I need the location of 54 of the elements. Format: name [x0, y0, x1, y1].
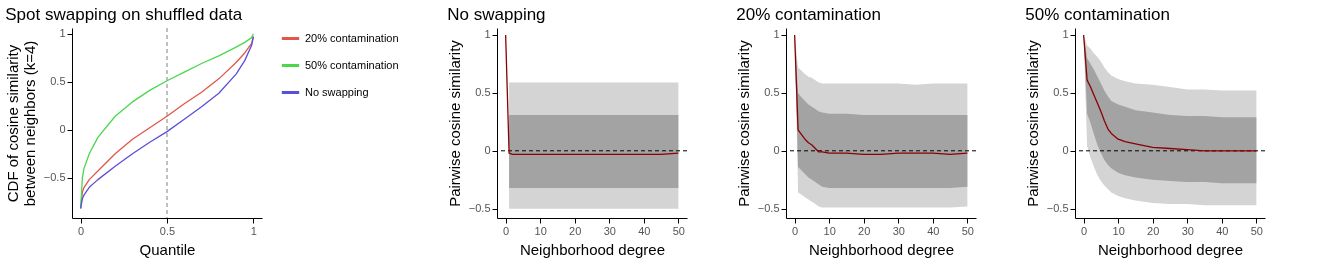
x-tick-label: 20 — [858, 224, 871, 237]
x-tick-label: 50 — [961, 224, 974, 237]
x-axis-title: Neighborhood degree — [519, 240, 666, 258]
x-tick-label: 0 — [1081, 224, 1088, 237]
y-tick-label: 0 — [59, 123, 66, 136]
x-tick-label: 0 — [503, 224, 510, 237]
line-series — [793, 34, 969, 155]
x-tick-label: 30 — [892, 224, 905, 237]
chart-title: 50% contamination — [1025, 5, 1170, 24]
chart-title: 20% contamination — [736, 5, 881, 24]
x-tick-label: 0 — [78, 224, 85, 237]
y-tick-label: 1 — [484, 28, 491, 41]
y-tick-label: −0.5 — [43, 171, 66, 184]
y-axis-title: Pairwise cosine similarity — [445, 39, 463, 207]
x-axis-title: Neighborhood degree — [808, 240, 955, 258]
y-tick-label: −0.5 — [1046, 202, 1069, 215]
x-tick-label: 50 — [1250, 224, 1263, 237]
x-tick-label: 40 — [638, 224, 651, 237]
y-tick-label: 0 — [773, 144, 780, 157]
x-tick-label: 20 — [1147, 224, 1160, 237]
y-tick-label: −0.5 — [757, 202, 780, 215]
x-tick-label: 0 — [792, 224, 799, 237]
y-tick-label: 0.5 — [764, 86, 780, 99]
legend-label: 20% contamination — [305, 31, 399, 44]
x-tick-label: 0.5 — [159, 224, 176, 237]
y-tick-label: 0 — [484, 144, 491, 157]
y-axis-title: CDF of cosine similarity between neighbors (k=4) — [3, 40, 38, 207]
y-tick-label: 1 — [773, 28, 780, 41]
y-tick-label: 1 — [1062, 28, 1069, 41]
x-tick-label: 40 — [927, 224, 940, 237]
x-axis-title: Quantile — [139, 240, 196, 258]
x-tick-label: 10 — [823, 224, 836, 237]
y-tick-label: 0 — [1062, 144, 1069, 157]
y-tick-label: −0.5 — [468, 202, 491, 215]
x-tick-label: 10 — [534, 224, 547, 237]
y-axis-title: Pairwise cosine similarity — [734, 39, 752, 207]
legend-label: No swapping — [305, 85, 369, 98]
x-tick-label: 30 — [603, 224, 616, 237]
x-axis-title: Neighborhood degree — [1097, 240, 1244, 258]
x-tick-label: 30 — [1181, 224, 1194, 237]
chart-title: Spot swapping on shuffled data — [5, 4, 243, 24]
y-axis-title: Pairwise cosine similarity — [1023, 39, 1041, 207]
x-tick-label: 10 — [1112, 224, 1125, 237]
chart-title: No swapping — [447, 5, 546, 24]
line-series — [1082, 34, 1258, 152]
legend-label: 50% contamination — [305, 58, 399, 71]
y-tick-label: 0.5 — [50, 75, 66, 88]
x-tick-label: 1 — [250, 224, 257, 237]
x-tick-label: 50 — [672, 224, 685, 237]
x-tick-label: 40 — [1216, 224, 1229, 237]
y-tick-label: 0.5 — [475, 86, 491, 99]
y-tick-label: 0.5 — [1053, 86, 1069, 99]
y-tick-label: 1 — [59, 27, 66, 40]
x-tick-label: 20 — [569, 224, 582, 237]
